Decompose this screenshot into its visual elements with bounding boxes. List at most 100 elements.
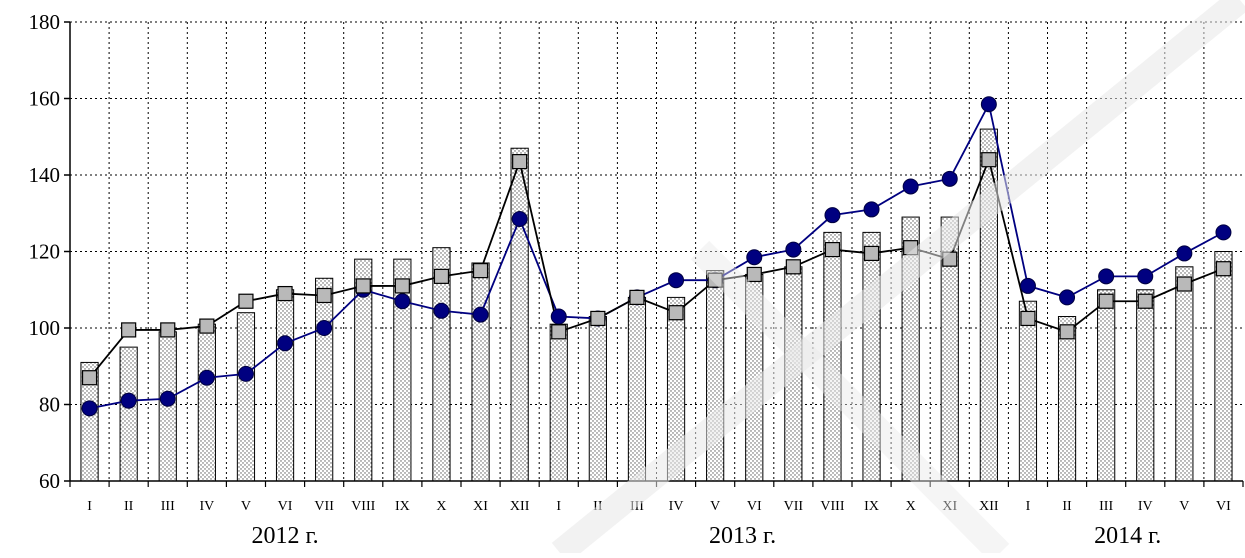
x-tick-label: V [710,499,720,514]
circle-marker [472,306,489,323]
x-tick-label: III [1099,499,1113,514]
x-tick-label: VII [314,499,334,514]
x-tick-label: IX [395,499,410,514]
circle-marker [1098,268,1115,285]
watermark-stroke [690,240,1010,558]
x-tick-label: IV [669,499,684,514]
x-tick-label: II [1062,499,1072,514]
y-tick-label: 120 [29,240,61,264]
bar [588,316,607,482]
circle-marker [198,369,215,386]
square-marker [199,318,215,334]
x-tick-label: XI [473,499,488,514]
circle-marker [941,170,958,187]
y-tick-label: 180 [29,10,61,34]
x-tick-label: VI [1216,499,1231,514]
square-marker [81,370,98,386]
square-marker [433,268,450,284]
square-marker [707,272,723,288]
bar [706,270,725,482]
bar [471,262,490,482]
square-marker [1137,293,1153,309]
x-tick-label: V [1179,499,1189,514]
circle-marker [511,210,528,227]
circle-marker [863,201,880,218]
square-marker [472,263,489,279]
square-marker [1176,276,1192,292]
x-tick-label: VI [278,499,293,514]
bar [627,296,647,482]
y-tick-label: 140 [29,163,61,187]
circle-marker [1176,245,1193,262]
bar [510,147,529,482]
circle-marker [746,249,763,266]
circle-marker [980,96,997,113]
square-marker [629,289,645,305]
x-tick-label: VIII [351,499,375,514]
square-marker [1215,261,1232,277]
x-tick-label: XII [510,499,530,514]
square-marker [785,259,801,275]
circle-marker [159,390,176,407]
circle-marker [668,272,685,289]
bar [549,323,568,482]
x-tick-label: VII [784,499,804,514]
bar [1018,300,1038,482]
circle-marker [81,400,98,417]
x-tick-label: XII [979,499,999,514]
circle-marker [1215,224,1232,241]
x-tick-label: X [906,499,916,514]
x-tick-label: IV [199,499,214,514]
square-marker [981,152,997,168]
square-marker [824,241,841,258]
bar [315,277,334,482]
x-tick-label: I [1026,499,1031,514]
x-tick-label: XI [942,499,957,514]
bar [236,312,256,482]
x-tick-label: V [241,499,251,514]
square-marker [277,285,293,302]
square-marker [746,266,762,283]
bar [119,346,138,482]
circle-marker [1059,289,1076,306]
y-tick-label: 100 [29,316,61,340]
circle-marker [785,241,802,258]
x-tick-label: III [161,499,175,514]
x-tick-label: II [124,499,134,514]
square-marker [863,245,880,262]
y-tick-label: 60 [39,469,60,493]
square-marker [551,324,567,340]
square-marker [512,154,528,170]
x-tick-label: VI [747,499,762,514]
circle-marker [394,293,411,310]
x-tick-label: I [556,499,561,514]
x-tick-label: I [87,499,92,514]
watermark-stroke [551,0,1245,558]
year-label: 2014 г. [1094,523,1161,549]
x-tick-label: VIII [820,499,844,514]
y-tick-label: 80 [39,393,60,417]
circle-marker [120,392,137,409]
circle-marker [277,335,294,352]
square-marker [355,278,371,294]
circle-marker [824,207,841,224]
bar [823,231,842,482]
x-tick-label: X [436,499,446,514]
circle-marker [1137,268,1154,285]
bar [197,323,216,482]
watermark [551,0,1245,558]
square-marker [238,293,254,309]
circle-marker [902,178,919,195]
circle-marker [237,365,254,382]
square-marker [160,322,176,338]
circle-marker [316,320,333,336]
square-marker [1020,310,1036,327]
circle-marker [433,302,450,319]
square-marker [1098,293,1114,309]
x-tick-label: IX [864,499,879,514]
bar [1214,251,1233,482]
square-marker [668,305,684,321]
circle-marker [1019,277,1036,294]
